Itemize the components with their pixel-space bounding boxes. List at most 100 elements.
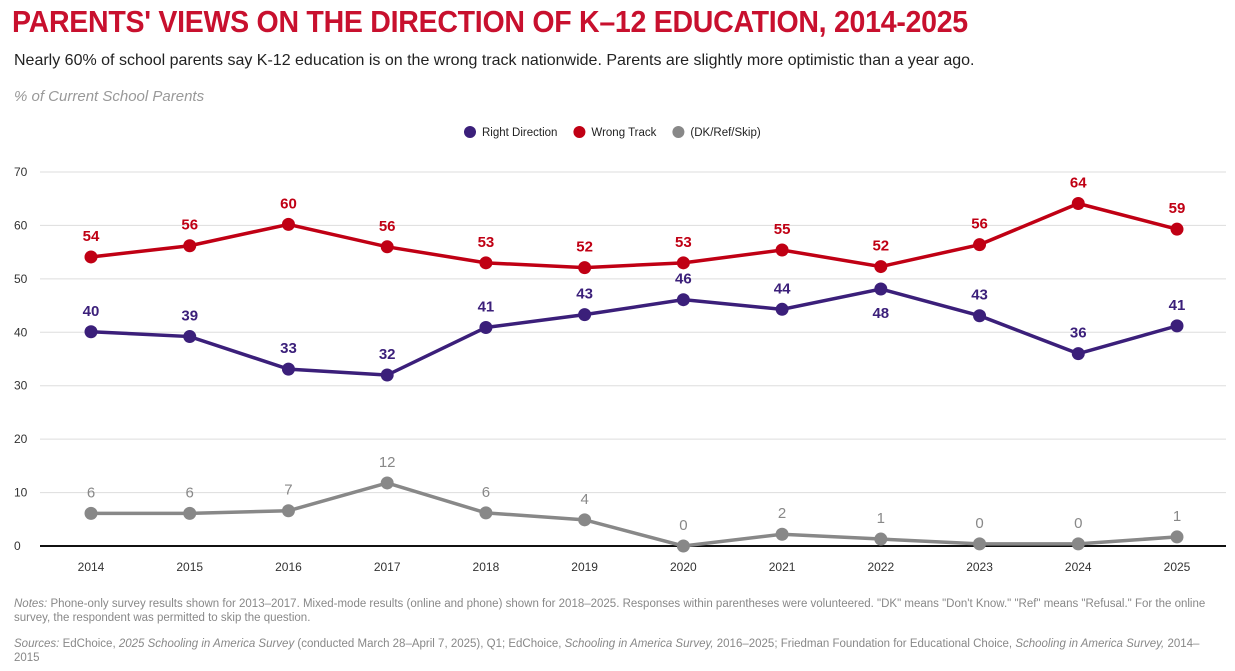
data-point [1071, 347, 1085, 361]
data-point [676, 293, 690, 307]
data-label: 7 [284, 482, 292, 499]
y-axis-unit: % of Current School Parents [14, 88, 205, 105]
data-point [479, 506, 493, 520]
y-tick-label: 30 [14, 379, 28, 393]
data-point [380, 240, 394, 254]
x-tick-label: 2018 [473, 560, 500, 574]
series-line [90, 201, 1178, 270]
sources-text: (conducted March 28–April 7, 2025), Q1; … [294, 638, 565, 650]
sources-text: 2016–2025; Friedman Foundation for Educa… [713, 638, 1016, 650]
x-tick-label: 2024 [1065, 560, 1092, 574]
sources-title: Schooling in America Survey, [1015, 638, 1165, 650]
x-tick-label: 2020 [670, 560, 697, 574]
data-point [874, 532, 888, 546]
data-point [676, 256, 690, 270]
sources-title: Schooling in America Survey, [564, 638, 714, 650]
legend-marker [464, 126, 476, 138]
x-tick-label: 2015 [176, 560, 203, 574]
sources-text: EdChoice, [59, 638, 119, 650]
y-tick-label: 10 [14, 486, 28, 500]
notes: Notes: Phone-only survey results shown f… [14, 597, 1214, 625]
data-label: 55 [774, 221, 791, 238]
legend-label: Right Direction [482, 127, 557, 139]
data-label: 41 [1169, 297, 1186, 314]
x-tick-label: 2025 [1164, 560, 1191, 574]
data-point [874, 282, 888, 296]
data-point [84, 250, 98, 264]
data-point [578, 513, 592, 527]
data-label: 0 [679, 517, 687, 534]
data-point [479, 256, 493, 270]
data-label: 39 [181, 308, 198, 325]
data-point [479, 320, 493, 334]
data-label: 52 [872, 238, 889, 255]
data-label: 6 [482, 484, 490, 501]
notes-label: Notes: [14, 598, 48, 610]
data-point [84, 325, 98, 339]
x-tick-label: 2023 [966, 560, 993, 574]
legend-marker [672, 126, 685, 138]
data-label: 48 [872, 305, 889, 322]
y-tick-label: 40 [14, 325, 28, 339]
data-point [775, 302, 789, 316]
data-label: 6 [186, 484, 194, 501]
data-point [874, 260, 888, 274]
data-point [281, 217, 295, 231]
data-point [281, 362, 295, 376]
notes-text: Phone-only survey results shown for 2013… [14, 598, 1206, 624]
data-label: 56 [971, 216, 988, 233]
x-tick-label: 2016 [275, 560, 302, 574]
x-tick-label: 2014 [78, 560, 105, 574]
legend-marker [573, 126, 586, 138]
data-label: 41 [478, 298, 495, 315]
data-label: 56 [181, 217, 198, 234]
x-tick-label: 2017 [374, 560, 401, 574]
x-tick-label: 2021 [769, 560, 796, 574]
data-point [578, 261, 592, 275]
series-line [90, 287, 1178, 377]
data-label: 33 [280, 340, 297, 357]
data-point [973, 309, 987, 323]
chart-title: PARENTS' VIEWS ON THE DIRECTION OF K–12 … [12, 4, 968, 39]
data-point [1170, 319, 1184, 333]
legend-label: (DK/Ref/Skip) [690, 127, 760, 139]
data-label: 4 [580, 491, 588, 508]
sources-text: 2014–2015 [14, 638, 1200, 664]
data-point [1071, 197, 1085, 211]
data-label: 56 [379, 218, 396, 235]
data-point [183, 506, 197, 520]
y-tick-label: 70 [14, 165, 28, 179]
legend-label: Wrong Track [591, 127, 656, 139]
data-point [183, 330, 197, 344]
data-point [578, 308, 592, 322]
data-label: 32 [379, 346, 396, 363]
data-point [380, 368, 394, 382]
data-point [1170, 222, 1184, 236]
y-tick-label: 50 [14, 272, 28, 286]
data-point [775, 243, 789, 257]
data-point [973, 238, 987, 252]
data-label: 6 [87, 484, 95, 501]
y-tick-label: 20 [14, 432, 28, 446]
data-label: 60 [280, 195, 297, 212]
y-tick-label: 0 [14, 539, 21, 553]
data-label: 52 [576, 239, 593, 256]
data-point [1170, 530, 1184, 544]
data-label: 43 [971, 287, 988, 304]
chart-subtitle: Nearly 60% of school parents say K-12 ed… [14, 52, 975, 69]
data-label: 40 [83, 303, 100, 320]
sources: Sources: EdChoice, 2025 Schooling in Ame… [14, 637, 1214, 665]
data-label: 46 [675, 271, 692, 288]
data-point [380, 476, 394, 490]
data-label: 53 [675, 234, 692, 251]
data-point [973, 537, 987, 551]
data-point [676, 539, 690, 553]
data-label: 43 [576, 286, 593, 303]
data-label: 36 [1070, 325, 1087, 342]
data-label: 0 [975, 515, 983, 532]
data-label: 12 [379, 454, 396, 471]
data-label: 54 [83, 228, 100, 245]
data-label: 1 [1173, 508, 1181, 525]
y-tick-label: 60 [14, 218, 28, 232]
